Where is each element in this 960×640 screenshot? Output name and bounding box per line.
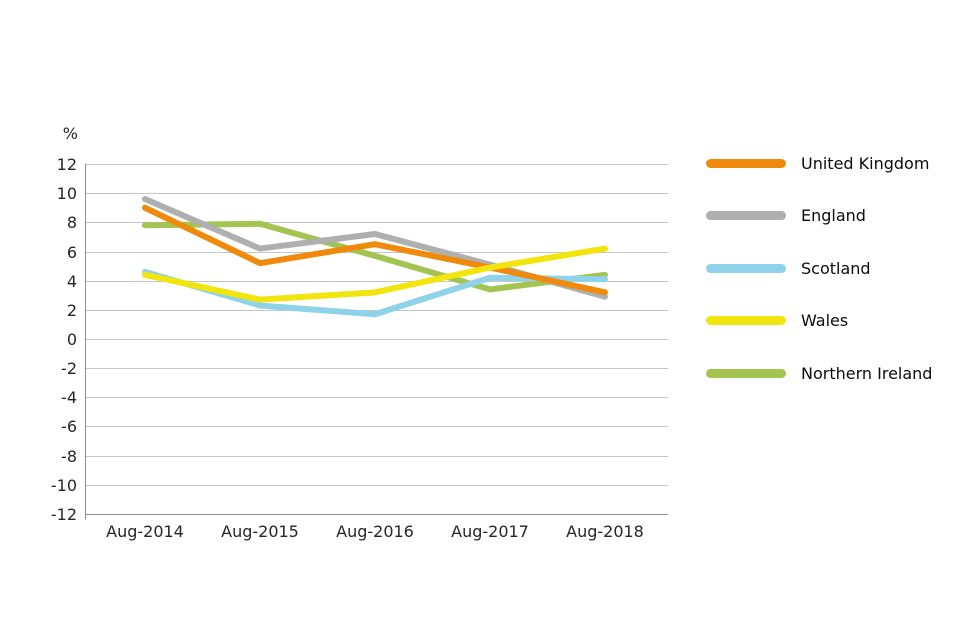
legend-item-scotland: Scotland xyxy=(706,242,932,295)
series-line-wales xyxy=(142,245,608,303)
legend-label-wales: Wales xyxy=(801,311,849,331)
legend-swatch-scotland xyxy=(706,263,786,273)
legend-item-northern-ireland: Northern Ireland xyxy=(706,347,932,400)
legend-label-scotland: Scotland xyxy=(801,258,871,278)
y-tick-label: 2 xyxy=(67,301,77,320)
y-tick-label: 0 xyxy=(67,330,77,349)
legend-label-northern-ireland: Northern Ireland xyxy=(801,363,933,383)
x-tick-label: Aug-2018 xyxy=(566,522,644,541)
x-tick-label: Aug-2015 xyxy=(221,522,299,541)
legend-swatch-england xyxy=(706,211,786,221)
legend-swatch-wales xyxy=(706,316,786,326)
legend-item-united-kingdom: United Kingdom xyxy=(706,137,932,190)
legend-label-united-kingdom: United Kingdom xyxy=(801,153,930,173)
y-tick-label: -12 xyxy=(51,505,77,524)
y-tick-label: 8 xyxy=(67,213,77,232)
legend-item-wales: Wales xyxy=(706,295,932,348)
y-tick-label: 6 xyxy=(67,243,77,262)
x-tick-label: Aug-2016 xyxy=(336,522,414,541)
y-axis-unit-label: % xyxy=(63,124,78,143)
y-tick-label: -2 xyxy=(61,359,77,378)
y-tick-label: -6 xyxy=(61,417,77,436)
y-tick-label: 12 xyxy=(57,155,77,174)
y-tick-label: -10 xyxy=(51,476,77,495)
legend-item-england: England xyxy=(706,190,932,243)
legend-swatch-united-kingdom xyxy=(706,158,786,168)
legend-swatch-northern-ireland xyxy=(706,368,786,378)
chart-legend: United Kingdom England Scotland Wales Northe… xyxy=(706,137,932,400)
y-tick-label: -8 xyxy=(61,447,77,466)
series-line-united-kingdom xyxy=(142,204,608,296)
legend-label-england: England xyxy=(801,206,866,226)
series-line-northern-ireland xyxy=(142,220,608,293)
y-tick-label: 4 xyxy=(67,272,77,291)
x-tick-label: Aug-2014 xyxy=(106,522,184,541)
x-tick-label: Aug-2017 xyxy=(451,522,529,541)
y-tick-label: 10 xyxy=(57,184,77,203)
y-tick-label: -4 xyxy=(61,388,77,407)
